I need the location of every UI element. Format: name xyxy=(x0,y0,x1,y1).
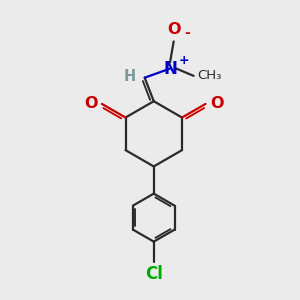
Text: -: - xyxy=(184,26,190,40)
Text: O: O xyxy=(210,96,224,111)
Text: H: H xyxy=(123,69,136,84)
Text: Cl: Cl xyxy=(145,265,163,283)
Text: O: O xyxy=(84,96,98,111)
Text: +: + xyxy=(179,54,190,67)
Text: N: N xyxy=(163,60,177,78)
Text: O: O xyxy=(167,22,180,37)
Text: CH₃: CH₃ xyxy=(197,69,222,82)
